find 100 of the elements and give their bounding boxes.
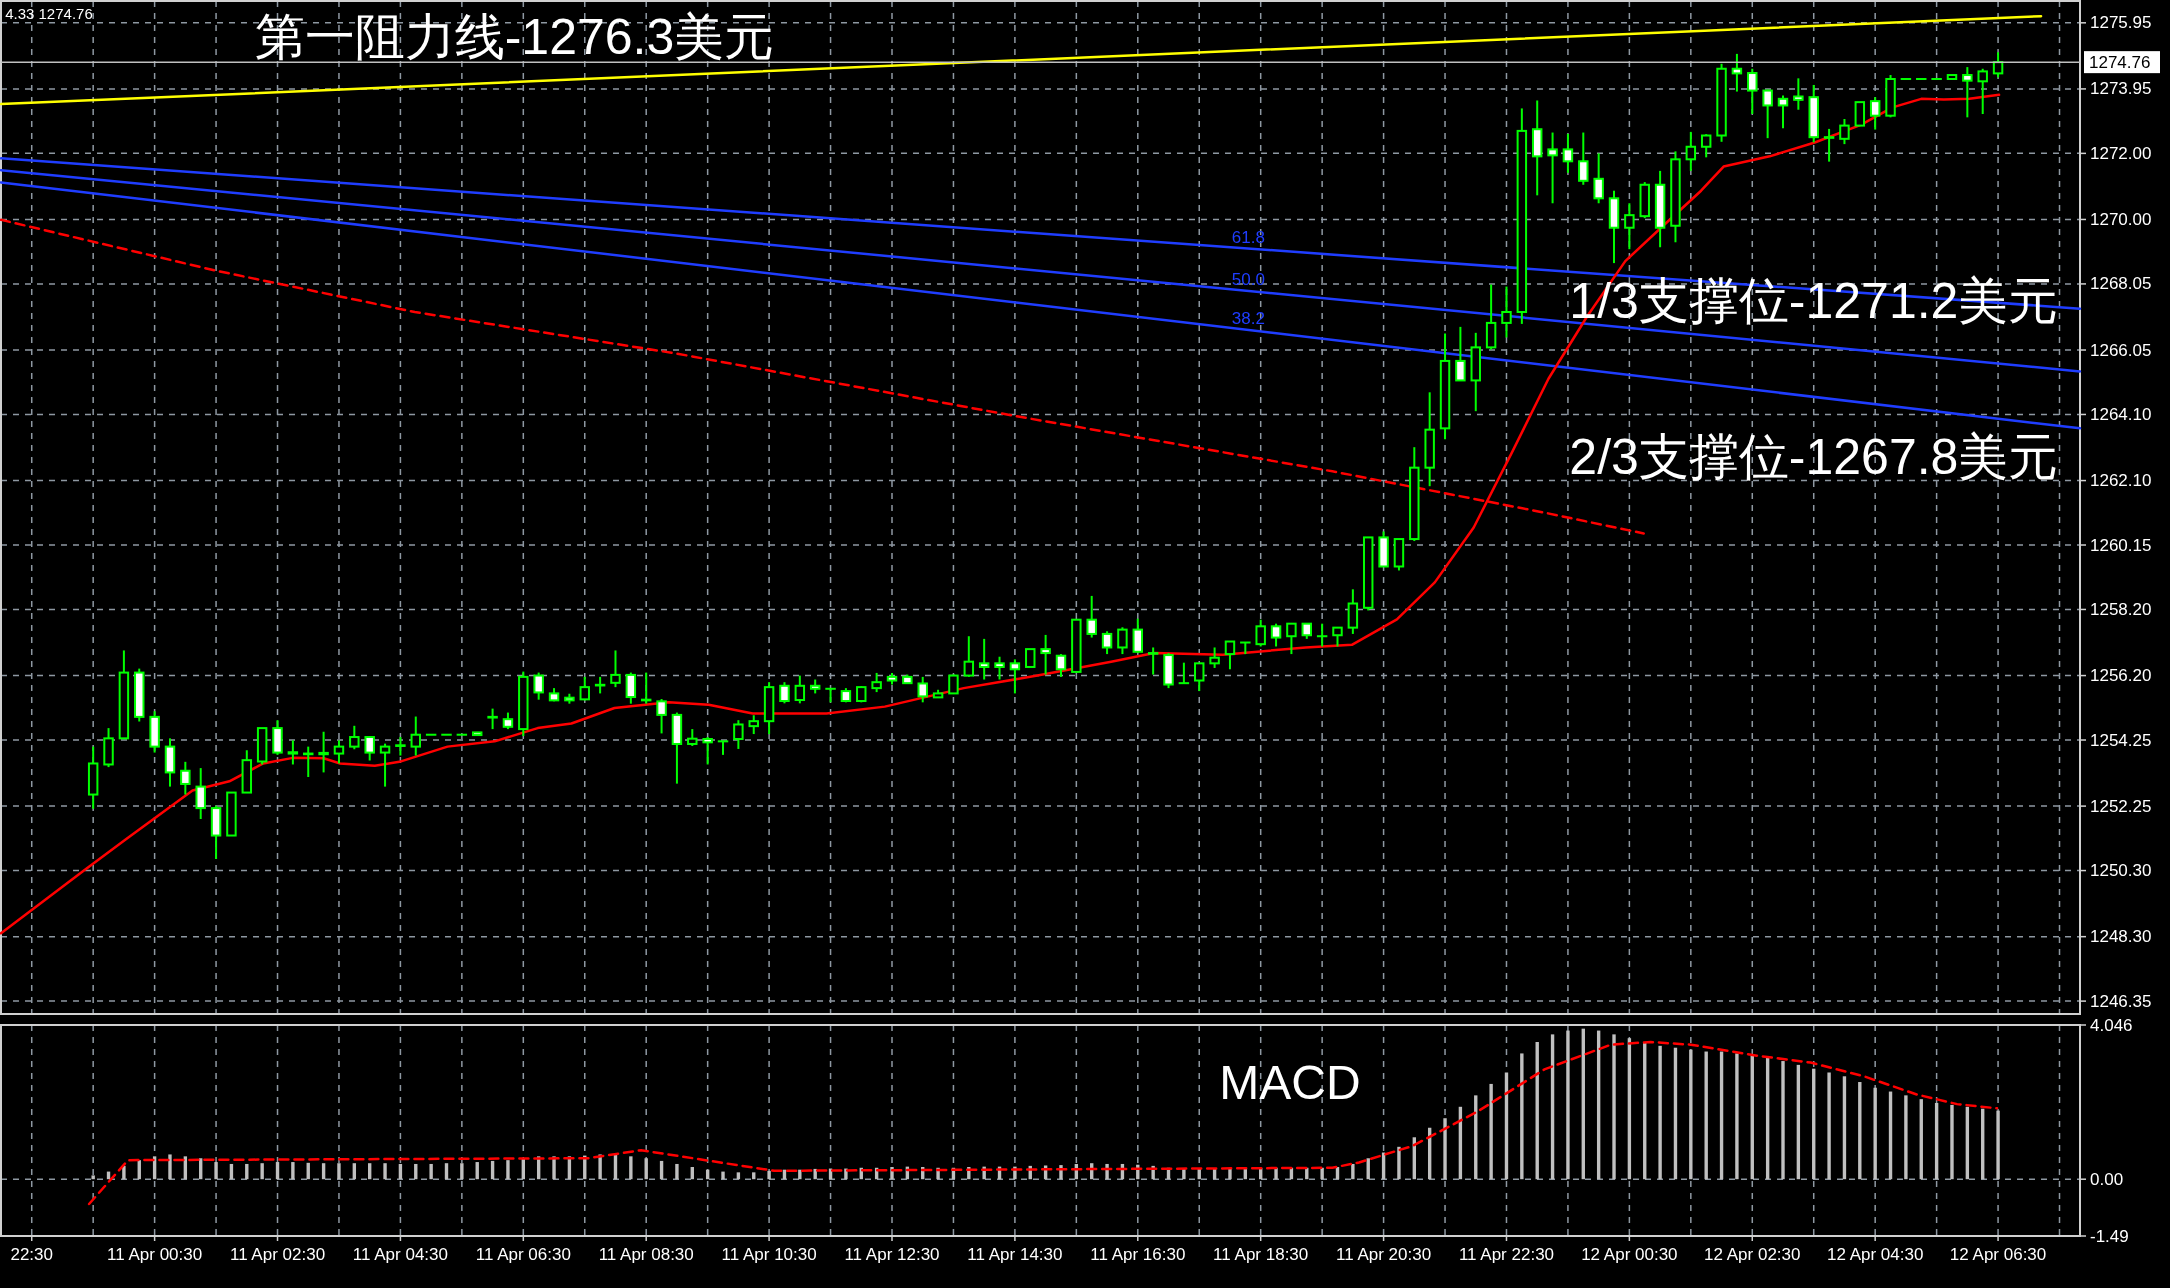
x-tick-label: 11 Apr 04:30 [352,1245,448,1264]
candlestick [1178,661,1190,685]
bar [1520,1053,1524,1180]
annotation: 2/3支撑位-1267.8美元 [1569,428,2059,485]
candlestick [748,714,759,736]
candlestick [702,736,713,766]
candlestick [625,671,637,705]
candlestick [1869,96,1881,131]
bar [813,1168,817,1180]
y-tick-label: 1275.95 [2090,13,2152,33]
bar [1489,1083,1493,1180]
bar [1950,1104,1954,1180]
candlestick [733,719,744,750]
bar [337,1163,341,1180]
candlestick [1194,662,1205,693]
x-tick-label: 11 Apr 14:30 [967,1245,1063,1264]
series-label: 38.2 [1231,308,1265,328]
candlestick [1547,131,1558,205]
x-tick-label: 12 Apr 04:30 [1826,1245,1924,1264]
series-label: 50.0 [1231,269,1265,289]
candlestick [318,730,329,774]
candlestick [917,675,928,704]
candlestick [1132,617,1144,654]
candlestick [349,724,360,751]
bar [721,1171,725,1180]
y-tick-label: 1248.30 [2090,927,2152,947]
candlestick [1624,202,1635,251]
candlestick [1270,622,1282,648]
candlestick [533,671,544,701]
candlestick [1316,622,1328,648]
candlestick [871,671,882,694]
bar [1320,1167,1324,1180]
x-tick-label: 11 Apr 06:30 [475,1245,571,1264]
bar [1443,1118,1447,1180]
candlestick [656,698,667,735]
y-tick-label: 1250.30 [2090,861,2152,881]
x-tick-label: 22:30 [10,1245,53,1264]
x-tick-label: 11 Apr 02:30 [229,1245,326,1264]
x-tick-label: 12 Apr 06:30 [1949,1245,2047,1264]
candlestick [1455,325,1466,382]
bar [675,1163,679,1180]
candlestick [1332,626,1343,648]
y-tick-label: 0.00 [2090,1169,2124,1189]
candlestick [180,760,191,796]
candlestick [1593,152,1604,205]
bar [91,1175,95,1180]
candlestick [1086,594,1097,639]
candlestick [794,674,806,705]
ref-line-label: 1274.76 [2089,52,2151,72]
candlestick [1777,94,1789,130]
candlestick [410,715,421,757]
y-tick-label: 1246.35 [2090,991,2152,1011]
x-tick-label: 11 Apr 18:30 [1213,1245,1309,1264]
y-tick-label: 1268.05 [2090,274,2152,294]
bar [1996,1110,2000,1180]
annotation: 4.33 1274.76 [5,4,93,22]
candlestick [1117,626,1128,656]
bar [1566,1030,1570,1180]
bar [183,1156,188,1180]
y-tick-label: 1260.15 [2090,535,2152,555]
bar [168,1154,172,1180]
candlestick [395,736,406,757]
candlestick [1977,67,1988,116]
candlestick [1578,131,1589,186]
bar [1704,1051,1708,1180]
candlestick [779,681,790,705]
bar [1274,1167,1278,1180]
candlestick [487,707,498,731]
bar [429,1163,433,1180]
y-tick-label: 1273.95 [2090,79,2152,99]
candlestick [1685,130,1697,172]
bar [736,1172,741,1180]
candlestick [1101,630,1113,656]
candlestick [379,742,391,788]
candlestick [1147,646,1159,676]
candlestick [1224,640,1236,671]
series-label: 61.8 [1231,227,1265,247]
bar [629,1156,633,1180]
text: MACD [1219,1055,1361,1109]
bar [1612,1034,1616,1180]
bar [1658,1045,1662,1180]
x-tick-label: 12 Apr 02:30 [1704,1245,1801,1264]
candlestick [963,635,975,678]
bar [1873,1087,1877,1180]
y-tick-label: 1258.20 [2090,599,2152,619]
bar [506,1160,510,1180]
bar [1858,1082,1862,1180]
x-tick-label: 11 Apr 16:30 [1090,1245,1186,1264]
candlestick [1562,132,1574,174]
bar [1351,1163,1355,1180]
candlestick [287,739,299,766]
annotation: 第一阻力线-1276.3美元 [254,9,775,66]
candlestick [1731,52,1743,93]
y-tick-label: 1272.00 [2090,143,2152,163]
x-tick-label: 11 Apr 10:30 [721,1245,817,1264]
candlestick [1962,66,1973,119]
y-tick-label: 4.046 [2090,1015,2133,1035]
bar [122,1165,126,1180]
bar [752,1172,756,1180]
y-tick-label: 1256.20 [2090,666,2152,686]
